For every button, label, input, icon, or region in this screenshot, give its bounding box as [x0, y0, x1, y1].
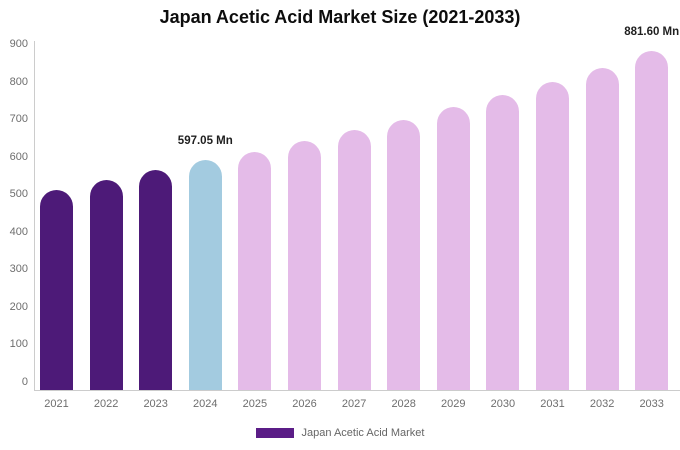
x-tick-label: 2032 — [589, 398, 615, 410]
data-label-2033: 881.60 Mn — [624, 26, 680, 39]
y-tick-label: 500 — [9, 188, 28, 201]
x-axis-line — [34, 390, 680, 391]
bar-2033 — [635, 51, 669, 390]
bar-2031 — [536, 82, 569, 390]
y-axis-line — [34, 41, 35, 390]
x-tick-label: 2022 — [93, 398, 119, 410]
y-tick-label: 900 — [9, 38, 28, 50]
y-tick-label: 0 — [21, 376, 28, 388]
x-tick-label: 2025 — [242, 398, 268, 410]
x-tick-label: 2024 — [193, 398, 218, 410]
bar-2028 — [387, 119, 421, 390]
x-tick-label: 2033 — [639, 398, 664, 410]
bar-2030 — [486, 95, 520, 390]
bar-2026 — [288, 140, 321, 390]
data-label-2024: 597.05 Mn — [177, 135, 233, 148]
legend: Japan Acetic Acid Market — [0, 425, 680, 441]
x-tick-label: 2021 — [44, 398, 69, 410]
x-tick-label: 2031 — [540, 398, 565, 410]
y-tick-label: 300 — [9, 263, 28, 276]
bar-2024 — [188, 160, 222, 390]
legend-label: Japan Acetic Acid Market — [301, 427, 425, 439]
x-tick-label: 2028 — [391, 398, 416, 410]
bar-2029 — [436, 107, 470, 390]
bar-2027 — [337, 130, 371, 390]
x-tick-label: 2027 — [341, 398, 367, 410]
y-tick-label: 200 — [9, 300, 28, 313]
x-tick-label: 2026 — [292, 398, 317, 410]
x-tick-label: 2023 — [143, 398, 168, 410]
bar-2023 — [139, 170, 173, 390]
bar-2021 — [40, 189, 73, 390]
bar-2022 — [89, 180, 123, 390]
bar-2025 — [238, 151, 272, 390]
y-tick-label: 600 — [9, 150, 28, 163]
bar-2032 — [585, 68, 619, 390]
y-tick-label: 700 — [9, 113, 28, 126]
x-tick-label: 2030 — [490, 398, 516, 410]
chart-title: Japan Acetic Acid Market Size (2021-2033… — [159, 7, 521, 27]
y-tick-label: 100 — [9, 338, 28, 351]
y-tick-label: 800 — [9, 75, 28, 88]
y-tick-label: 400 — [9, 225, 28, 238]
x-tick-label: 2029 — [441, 398, 466, 410]
legend-swatch — [255, 428, 294, 438]
